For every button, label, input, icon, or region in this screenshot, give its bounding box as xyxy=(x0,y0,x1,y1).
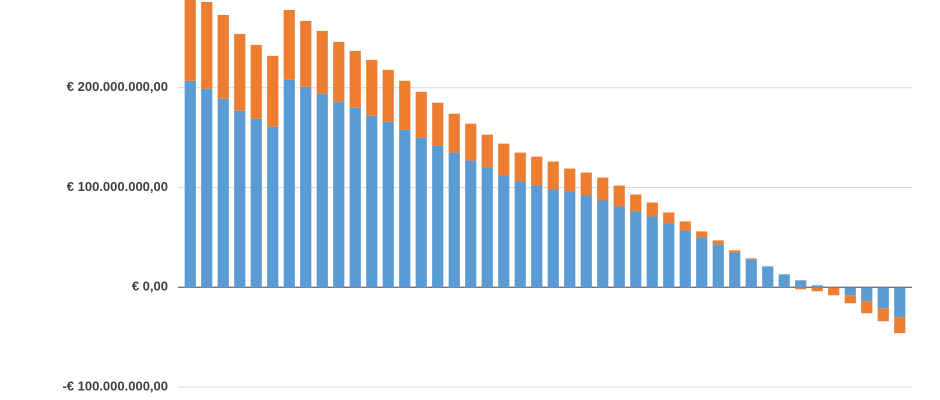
bar-segment xyxy=(514,181,526,288)
bar-segment xyxy=(201,1,213,89)
bar-segment xyxy=(663,223,675,288)
bar-segment xyxy=(382,121,394,288)
bar-segment xyxy=(498,175,510,288)
bar-segment xyxy=(778,274,790,288)
bar-segment xyxy=(811,287,823,292)
bar-segment xyxy=(564,191,576,288)
bar-segment xyxy=(250,44,262,119)
bar-segment xyxy=(861,287,873,302)
bar-segment xyxy=(514,152,526,182)
bar-segment xyxy=(679,230,691,288)
bar-segment xyxy=(613,185,625,207)
bar-segment xyxy=(877,308,889,322)
bar-segment xyxy=(300,20,312,87)
bar-segment xyxy=(894,317,906,334)
bar-segment xyxy=(877,287,889,309)
bar-segment xyxy=(663,212,675,224)
bar-segment xyxy=(712,244,724,288)
bar-segment xyxy=(432,102,444,146)
bar-segment xyxy=(184,80,196,288)
bar-segment xyxy=(630,211,642,288)
bar-segment xyxy=(333,101,345,288)
bar-segment xyxy=(432,145,444,288)
y-tick-label: -€ 100.000.000,00 xyxy=(62,378,168,393)
bar-segment xyxy=(811,285,823,288)
y-tick-label: € 100.000.000,00 xyxy=(67,179,168,194)
bar-segment xyxy=(349,50,361,108)
bar-segment xyxy=(316,93,328,288)
bar-segment xyxy=(630,194,642,212)
bar-segment xyxy=(481,167,493,288)
bar-segment xyxy=(547,189,559,288)
bar-segment xyxy=(712,240,724,245)
bar-segment xyxy=(613,206,625,288)
bar-segment xyxy=(217,98,229,288)
bar-segment xyxy=(844,287,856,296)
bar-segment xyxy=(300,86,312,288)
bar-segment xyxy=(861,301,873,314)
bar-segment xyxy=(217,14,229,99)
bar-segment xyxy=(382,69,394,122)
bar-segment xyxy=(283,9,295,80)
bar-segment xyxy=(795,287,807,290)
bar-segment xyxy=(448,113,460,153)
bar-segment xyxy=(729,252,741,288)
bar-segment xyxy=(415,137,427,288)
bar-segment xyxy=(597,200,609,288)
bar-segment xyxy=(465,123,477,161)
bar-segment xyxy=(399,129,411,288)
bar-segment xyxy=(729,250,741,253)
bar-segment xyxy=(547,161,559,190)
bar-segment xyxy=(267,55,279,127)
bar-segment xyxy=(498,143,510,176)
bar-segment xyxy=(580,172,592,196)
bar-segment xyxy=(316,30,328,94)
bar-segment xyxy=(415,91,427,138)
bar-segment xyxy=(267,126,279,288)
bar-segment xyxy=(696,231,708,238)
bar-segment xyxy=(696,237,708,288)
bar-segment xyxy=(531,185,543,288)
bar-segment xyxy=(399,80,411,130)
bar-segment xyxy=(234,110,246,288)
y-tick-label: € 200.000.000,00 xyxy=(67,79,168,94)
bar-segment xyxy=(184,0,196,81)
bar-segment xyxy=(531,156,543,186)
bar-segment xyxy=(349,107,361,288)
bar-segment xyxy=(465,160,477,288)
bar-segment xyxy=(234,33,246,111)
bar-segment xyxy=(894,287,906,318)
bar-segment xyxy=(745,259,757,288)
bar-segment xyxy=(844,295,856,304)
bar-segment xyxy=(745,258,757,260)
bar-segment xyxy=(366,59,378,116)
bar-segment xyxy=(679,221,691,231)
bar-segment xyxy=(795,280,807,288)
bar-segment xyxy=(250,118,262,288)
bar-segment xyxy=(762,266,774,288)
bar-segment xyxy=(201,88,213,288)
bar-segment xyxy=(646,216,658,288)
bar-segment xyxy=(564,168,576,192)
bar-segment xyxy=(580,195,592,288)
bar-segment xyxy=(366,115,378,288)
bar-segment xyxy=(481,134,493,168)
bar-segment xyxy=(333,41,345,102)
bar-segment xyxy=(597,177,609,201)
bar-segment xyxy=(283,79,295,288)
y-tick-label: € 0,00 xyxy=(132,279,168,294)
bar-segment xyxy=(646,202,658,217)
bar-segment xyxy=(828,287,840,296)
bar-segment xyxy=(448,152,460,288)
